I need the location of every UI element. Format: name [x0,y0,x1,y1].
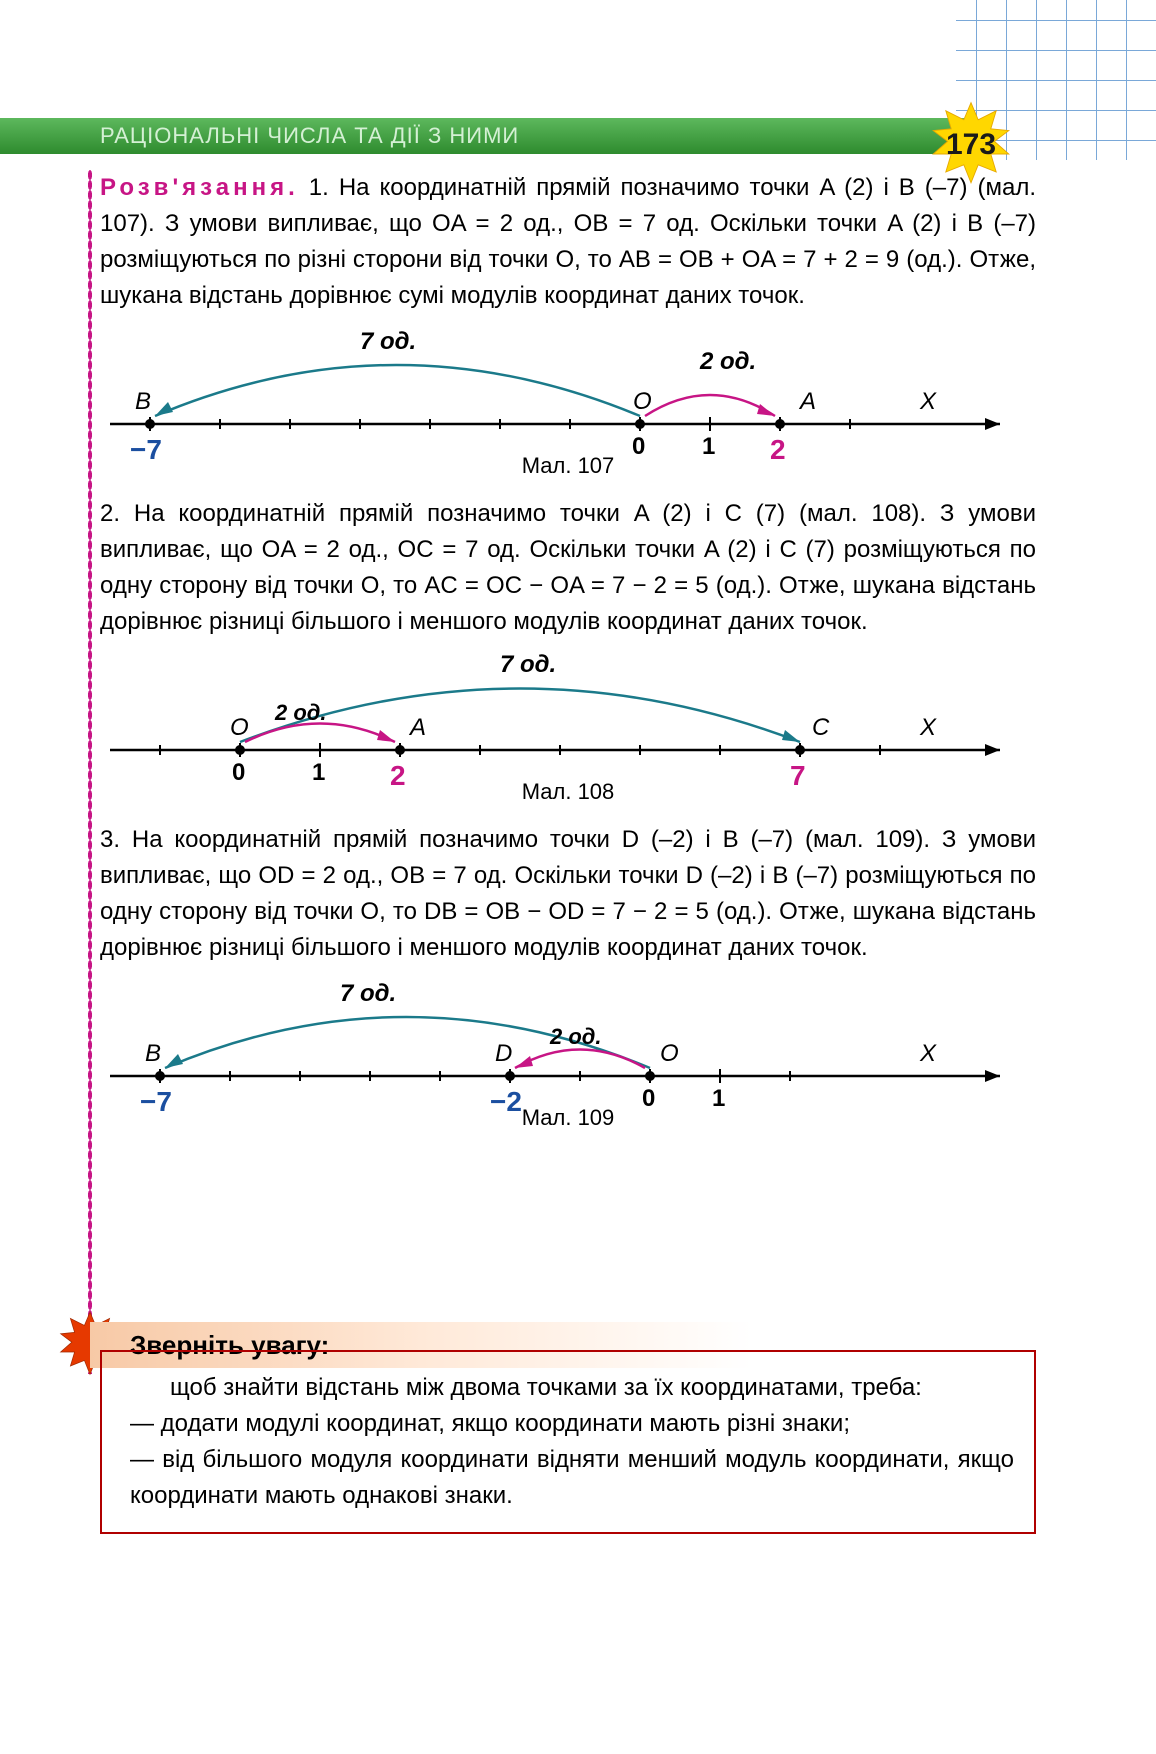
textbook-page: РАЦІОНАЛЬНІ ЧИСЛА ТА ДІЇ З НИМИ 173 Розв… [0,0,1156,1754]
svg-text:7 од.: 7 од. [360,328,416,355]
svg-text:1: 1 [312,759,325,786]
svg-text:0: 0 [232,759,245,786]
svg-text:O: O [633,388,652,415]
margin-dots [88,170,92,1374]
svg-text:1: 1 [702,433,715,460]
note-intro: щоб знайти відстань між двома точками за… [130,1370,1014,1406]
svg-text:7 од.: 7 од. [340,980,396,1007]
svg-text:X: X [919,714,937,741]
figure-107: 7 од. 2 од. B O A X −7 0 1 2 [100,324,1036,444]
svg-text:C: C [812,714,830,741]
main-content: Розв'язання. 1. На координатній прямій п… [100,170,1036,1148]
svg-text:O: O [230,714,249,741]
note-bullet-1: — додати модулі координат, якщо координа… [130,1406,1014,1442]
svg-text:O: O [660,1040,679,1067]
svg-text:2 од.: 2 од. [699,348,756,375]
svg-text:−2: −2 [490,1086,522,1117]
svg-text:0: 0 [632,433,645,460]
page-number: 173 [946,128,996,162]
svg-text:A: A [798,388,816,415]
svg-text:2 од.: 2 од. [274,700,327,725]
figure-108: 7 од. 2 од. O A C X 0 1 2 7 [100,650,1036,770]
svg-text:1: 1 [712,1085,725,1112]
svg-text:0: 0 [642,1085,655,1112]
chapter-header: РАЦІОНАЛЬНІ ЧИСЛА ТА ДІЇ З НИМИ [0,118,966,154]
paragraph-3: 3. На координатній прямій позначимо точк… [100,822,1036,966]
solution-label: Розв'язання. [100,174,299,201]
svg-text:2 од.: 2 од. [549,1024,602,1049]
svg-text:−7: −7 [140,1086,172,1117]
svg-text:7: 7 [790,760,806,791]
paragraph-1: Розв'язання. 1. На координатній прямій п… [100,170,1036,314]
svg-text:X: X [919,1040,937,1067]
paragraph-2: 2. На координатній прямій позначимо точк… [100,496,1036,640]
svg-text:7 од.: 7 од. [500,651,556,678]
svg-text:X: X [919,388,937,415]
svg-text:B: B [135,388,151,415]
svg-text:−7: −7 [130,434,162,465]
figure-109: 7 од. 2 од. B D O X −7 −2 0 1 [100,976,1036,1096]
svg-text:2: 2 [390,760,406,791]
svg-text:2: 2 [770,434,786,465]
note-box: щоб знайти відстань між двома точками за… [100,1350,1036,1534]
chapter-title: РАЦІОНАЛЬНІ ЧИСЛА ТА ДІЇ З НИМИ [100,123,519,149]
svg-text:B: B [145,1040,161,1067]
note-bullet-2: — від більшого модуля координати відняти… [130,1442,1014,1514]
svg-text:A: A [408,714,426,741]
svg-text:D: D [495,1040,512,1067]
